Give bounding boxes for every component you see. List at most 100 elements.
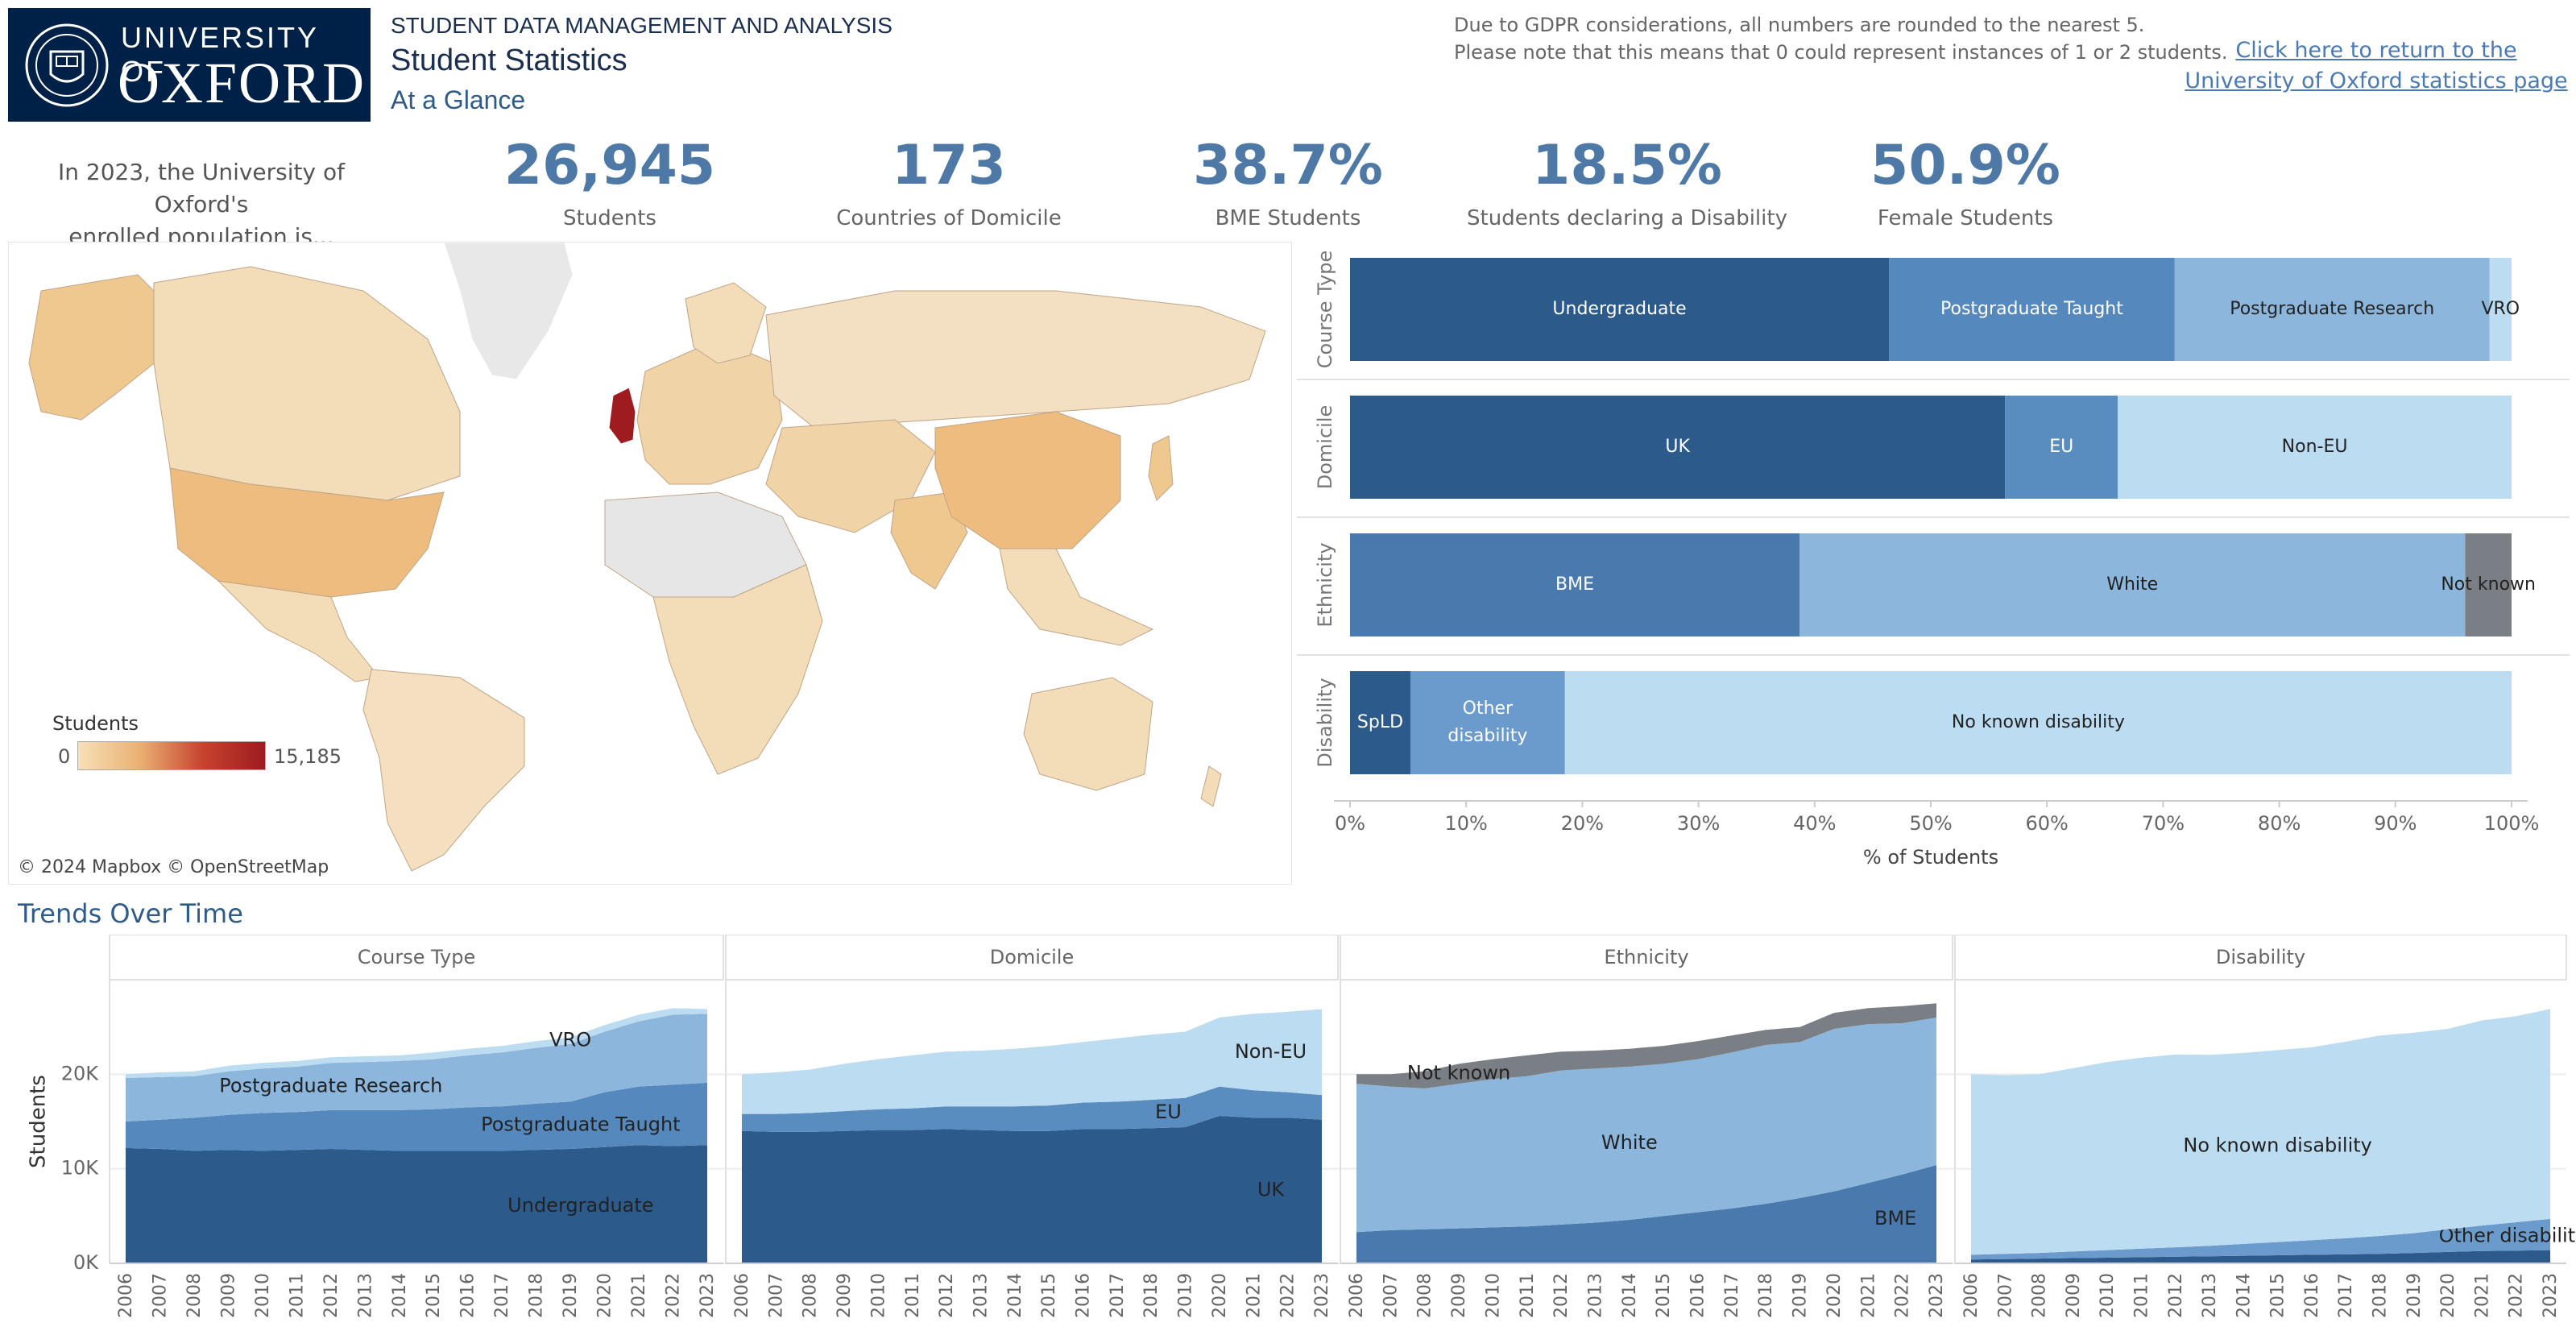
bar-label-uk: UK: [1665, 437, 1690, 457]
logo-line-1: UNIVERSITY OF: [121, 21, 319, 88]
trend-x-tick-label: 2023: [698, 1273, 718, 1318]
bar-segment-spld[interactable]: [1350, 671, 1410, 774]
trend-panel-header: [1340, 935, 1953, 981]
trend-x-tick-label: 2007: [1995, 1273, 2015, 1318]
trend-x-tick-label: 2011: [2131, 1273, 2151, 1318]
bar-label-undergraduate: Undergraduate: [1552, 299, 1686, 319]
bar-segment-non-eu[interactable]: [2118, 396, 2512, 499]
trend-x-tick-label: 2007: [766, 1273, 786, 1318]
trend-area-course-type-postgraduate-taught[interactable]: [126, 1082, 707, 1151]
trend-panel-header: [1954, 935, 2567, 981]
bar-label-other-disability: Other: [1463, 699, 1514, 719]
map-region-usa[interactable]: [169, 467, 445, 598]
trend-label-no-known-disability: No known disability: [2183, 1134, 2372, 1157]
bar-segment-undergraduate[interactable]: [1350, 258, 1890, 361]
bar-segment-white[interactable]: [1799, 533, 2466, 636]
bar-segment-postgraduate-taught[interactable]: [1889, 258, 2175, 361]
map-region-canada[interactable]: [153, 266, 461, 501]
return-link-line-2[interactable]: University of Oxford statistics page: [2185, 68, 2568, 93]
trend-area-disability-no-known-disability[interactable]: [1971, 1009, 2550, 1255]
bar-segment-other-disability[interactable]: [1410, 671, 1565, 774]
world-map-panel[interactable]: [8, 242, 1292, 885]
map-legend-min: 0: [58, 745, 71, 768]
trend-area-course-type-undergraduate[interactable]: [126, 1145, 707, 1263]
kpi-countries-value: 173: [892, 134, 1006, 197]
map-region-japan[interactable]: [1148, 435, 1174, 501]
trend-area-ethnicity-not-known[interactable]: [1356, 1003, 1936, 1088]
bar-label-bme: BME: [1555, 574, 1594, 595]
kpi-female-value: 50.9%: [1870, 134, 2060, 197]
bar-segment-uk[interactable]: [1350, 396, 2006, 499]
trend-x-tick-label: 2018: [2371, 1273, 2391, 1318]
trend-x-tick-label: 2009: [835, 1273, 855, 1318]
header-kicker: STUDENT DATA MANAGEMENT AND ANALYSIS: [391, 13, 892, 38]
map-region-greenland[interactable]: [443, 243, 574, 380]
bar-label-postgraduate-taught: Postgraduate Taught: [1940, 299, 2123, 319]
trend-x-tick-label: 2019: [1176, 1273, 1196, 1318]
trend-x-tick-label: 2006: [732, 1273, 752, 1318]
trend-x-tick-label: 2022: [664, 1273, 684, 1318]
composition-bar-chart[interactable]: Course Type Undergraduate Postgraduate Tau…: [1297, 242, 2570, 886]
bar-category-course-type: Course Type: [1314, 251, 1336, 369]
trend-area-ethnicity-white[interactable]: [1356, 1017, 1936, 1233]
trend-area-course-type-postgraduate-research[interactable]: [126, 1014, 707, 1122]
bar-segment-not-known[interactable]: [2465, 533, 2512, 636]
bar-segment-bme[interactable]: [1350, 533, 1800, 636]
trend-x-tick-label: 2008: [184, 1273, 205, 1318]
trend-x-tick-label: 2016: [1074, 1273, 1094, 1318]
kpi-bme-value: 38.7%: [1193, 134, 1383, 197]
trend-area-domicile-non-eu[interactable]: [742, 1009, 1322, 1114]
trends-area-chart[interactable]: Students 0K 10K 20K Course Type Undergraduate…: [0, 935, 2576, 1331]
trend-x-tick-label: 2013: [355, 1273, 375, 1318]
x-tick-label: 20%: [1561, 812, 1604, 835]
trend-x-tick-label: 2021: [1858, 1273, 1878, 1318]
trend-x-tick-label: 2019: [561, 1273, 581, 1318]
trend-panel-header: [109, 935, 724, 981]
bar-segment-no-known-disability[interactable]: [1564, 671, 2512, 774]
map-region-south-america[interactable]: [362, 669, 525, 872]
trend-x-tick-label: 2010: [253, 1273, 273, 1318]
gdpr-line-2: Please note that this means that 0 could…: [1454, 41, 2228, 64]
map-region-scandinavia[interactable]: [685, 282, 767, 364]
bar-segment-postgraduate-research[interactable]: [2174, 258, 2490, 361]
x-tick-label: 100%: [2484, 812, 2540, 835]
map-region-china[interactable]: [934, 411, 1121, 549]
trend-x-tick-label: 2010: [1483, 1273, 1503, 1318]
trend-area-domicile-uk[interactable]: [742, 1116, 1322, 1263]
bar-segment-vro[interactable]: [2489, 258, 2512, 361]
trend-x-tick-label: 2022: [1278, 1273, 1298, 1318]
trend-x-tick-label: 2023: [1927, 1273, 1947, 1318]
trend-area-disability-other-disability[interactable]: [1971, 1218, 2550, 1260]
map-credit[interactable]: © 2024 Mapbox © OpenStreetMap: [18, 857, 329, 877]
map-region-africa[interactable]: [652, 564, 823, 775]
bar-segment-eu[interactable]: [2005, 396, 2118, 499]
map-region-russia[interactable]: [765, 290, 1266, 429]
map-legend-max: 15,185: [274, 745, 342, 768]
map-region-australia[interactable]: [1023, 677, 1153, 791]
trend-x-tick-label: 2012: [2166, 1273, 2186, 1318]
trend-x-tick-label: 2014: [1005, 1273, 1025, 1318]
trend-area-disability-spld[interactable]: [1971, 1250, 2550, 1263]
trend-label-white: White: [1601, 1131, 1658, 1154]
trend-x-tick-label: 2019: [2404, 1273, 2425, 1318]
trend-area-course-type-vro[interactable]: [126, 1008, 707, 1078]
trend-x-tick-label: 2018: [1756, 1273, 1776, 1318]
return-link[interactable]: Click here to return to the University o…: [2175, 35, 2576, 97]
trend-area-domicile-eu[interactable]: [742, 1086, 1322, 1132]
trend-x-tick-label: 2013: [1585, 1273, 1605, 1318]
return-link-line-1[interactable]: Click here to return to the: [2235, 38, 2517, 63]
trend-area-ethnicity-bme[interactable]: [1356, 1165, 1936, 1263]
trend-x-tick-label: 2015: [2268, 1273, 2288, 1318]
bar-label-postgraduate-research: Postgraduate Research: [2230, 299, 2434, 319]
trend-x-tick-label: 2008: [1415, 1273, 1435, 1318]
trend-panel-header: [725, 935, 1339, 981]
trend-panel-title-course-type: Course Type: [358, 946, 476, 968]
map-region-new-zealand[interactable]: [1200, 765, 1222, 807]
trend-x-tick-label: 2018: [1141, 1273, 1162, 1318]
world-map[interactable]: [9, 243, 1291, 884]
map-region-asia-central[interactable]: [765, 419, 936, 533]
map-region-se-asia[interactable]: [999, 548, 1154, 646]
bar-label-vro: VRO: [2481, 299, 2520, 319]
map-region-alaska[interactable]: [28, 274, 163, 421]
map-region-uk[interactable]: [608, 387, 636, 445]
